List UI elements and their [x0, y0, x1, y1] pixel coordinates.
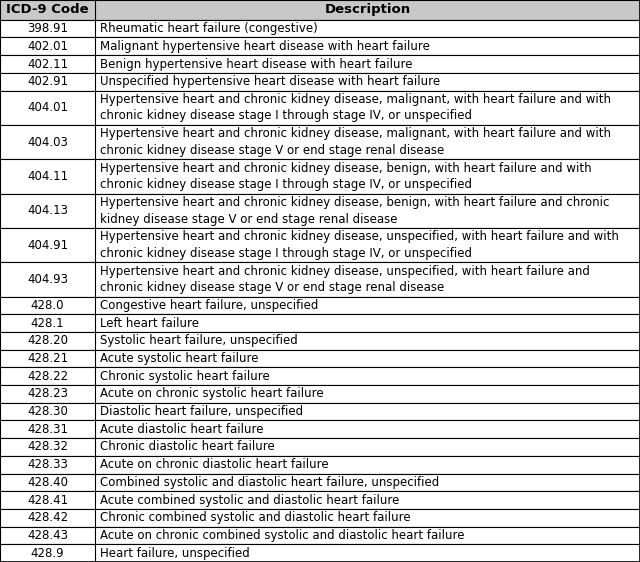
Text: 428.31: 428.31	[27, 423, 68, 436]
Text: 428.22: 428.22	[27, 370, 68, 383]
Text: Hypertensive heart and chronic kidney disease, malignant, with heart failure and: Hypertensive heart and chronic kidney di…	[100, 128, 611, 157]
Text: Left heart failure: Left heart failure	[100, 316, 199, 330]
Text: 428.9: 428.9	[31, 547, 64, 560]
Text: Chronic diastolic heart failure: Chronic diastolic heart failure	[100, 441, 275, 454]
Bar	[0, 368, 640, 385]
Text: 428.20: 428.20	[27, 334, 68, 347]
Text: 428.40: 428.40	[27, 476, 68, 489]
Text: Acute on chronic combined systolic and diastolic heart failure: Acute on chronic combined systolic and d…	[100, 529, 465, 542]
Text: Congestive heart failure, unspecified: Congestive heart failure, unspecified	[100, 299, 318, 312]
Text: Description: Description	[324, 3, 411, 16]
Text: 404.01: 404.01	[27, 101, 68, 114]
Bar	[0, 262, 640, 297]
Bar	[0, 73, 640, 90]
Text: Acute diastolic heart failure: Acute diastolic heart failure	[100, 423, 264, 436]
Text: 404.91: 404.91	[27, 239, 68, 252]
Text: Hypertensive heart and chronic kidney disease, benign, with heart failure and wi: Hypertensive heart and chronic kidney di…	[100, 162, 591, 191]
Bar	[0, 125, 640, 159]
Bar	[0, 90, 640, 125]
Bar	[0, 20, 640, 38]
Bar	[0, 38, 640, 55]
Text: 404.11: 404.11	[27, 170, 68, 183]
Text: 404.93: 404.93	[27, 273, 68, 286]
Text: 428.0: 428.0	[31, 299, 64, 312]
Bar	[0, 159, 640, 193]
Bar	[0, 491, 640, 509]
Bar	[0, 193, 640, 228]
Bar	[0, 55, 640, 73]
Text: 402.11: 402.11	[27, 57, 68, 70]
Text: Rheumatic heart failure (congestive): Rheumatic heart failure (congestive)	[100, 22, 317, 35]
Text: 428.32: 428.32	[27, 441, 68, 454]
Text: ICD-9 Code: ICD-9 Code	[6, 3, 89, 16]
Text: 428.33: 428.33	[27, 458, 68, 471]
Text: Hypertensive heart and chronic kidney disease, benign, with heart failure and ch: Hypertensive heart and chronic kidney di…	[100, 196, 609, 225]
Bar	[0, 420, 640, 438]
Text: Acute on chronic systolic heart failure: Acute on chronic systolic heart failure	[100, 387, 324, 400]
Text: Acute combined systolic and diastolic heart failure: Acute combined systolic and diastolic he…	[100, 493, 399, 506]
Bar	[0, 332, 640, 350]
Bar	[0, 0, 640, 20]
Text: Chronic combined systolic and diastolic heart failure: Chronic combined systolic and diastolic …	[100, 511, 411, 524]
Bar	[0, 228, 640, 262]
Text: Hypertensive heart and chronic kidney disease, unspecified, with heart failure a: Hypertensive heart and chronic kidney di…	[100, 230, 619, 260]
Bar	[0, 456, 640, 474]
Bar	[0, 509, 640, 527]
Text: 404.03: 404.03	[27, 135, 68, 148]
Text: 428.21: 428.21	[27, 352, 68, 365]
Text: 428.1: 428.1	[31, 316, 64, 330]
Bar	[0, 403, 640, 420]
Text: Hypertensive heart and chronic kidney disease, unspecified, with heart failure a: Hypertensive heart and chronic kidney di…	[100, 265, 590, 294]
Text: Diastolic heart failure, unspecified: Diastolic heart failure, unspecified	[100, 405, 303, 418]
Text: 428.41: 428.41	[27, 493, 68, 506]
Text: Unspecified hypertensive heart disease with heart failure: Unspecified hypertensive heart disease w…	[100, 75, 440, 88]
Text: Hypertensive heart and chronic kidney disease, malignant, with heart failure and: Hypertensive heart and chronic kidney di…	[100, 93, 611, 123]
Text: Benign hypertensive heart disease with heart failure: Benign hypertensive heart disease with h…	[100, 57, 413, 70]
Text: Systolic heart failure, unspecified: Systolic heart failure, unspecified	[100, 334, 298, 347]
Bar	[0, 297, 640, 314]
Text: Acute systolic heart failure: Acute systolic heart failure	[100, 352, 259, 365]
Text: Malignant hypertensive heart disease with heart failure: Malignant hypertensive heart disease wit…	[100, 40, 430, 53]
Bar	[0, 527, 640, 545]
Text: 428.23: 428.23	[27, 387, 68, 400]
Text: Heart failure, unspecified: Heart failure, unspecified	[100, 547, 250, 560]
Text: 428.43: 428.43	[27, 529, 68, 542]
Text: Chronic systolic heart failure: Chronic systolic heart failure	[100, 370, 269, 383]
Text: 402.01: 402.01	[27, 40, 68, 53]
Bar	[0, 545, 640, 562]
Text: 398.91: 398.91	[27, 22, 68, 35]
Bar	[0, 438, 640, 456]
Text: 402.91: 402.91	[27, 75, 68, 88]
Text: 404.13: 404.13	[27, 204, 68, 217]
Bar	[0, 474, 640, 491]
Text: 428.30: 428.30	[27, 405, 68, 418]
Text: 428.42: 428.42	[27, 511, 68, 524]
Bar	[0, 314, 640, 332]
Text: Combined systolic and diastolic heart failure, unspecified: Combined systolic and diastolic heart fa…	[100, 476, 439, 489]
Text: Acute on chronic diastolic heart failure: Acute on chronic diastolic heart failure	[100, 458, 328, 471]
Bar	[0, 385, 640, 403]
Bar	[0, 350, 640, 368]
